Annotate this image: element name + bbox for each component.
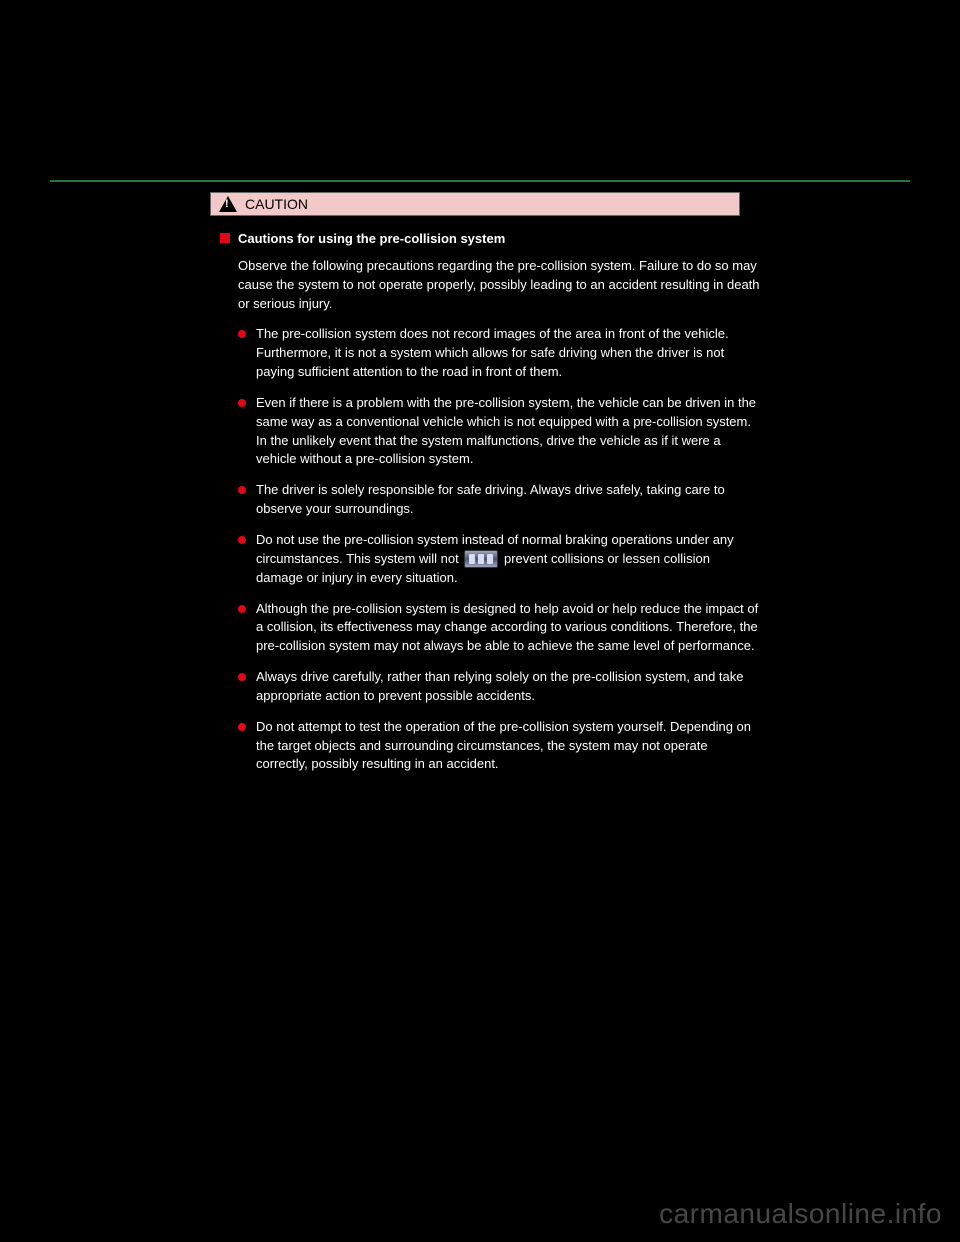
warning-triangle-icon	[219, 196, 237, 212]
divider	[50, 180, 910, 182]
bullet-item: Even if there is a problem with the pre-…	[238, 394, 760, 469]
bullet-item: Do not attempt to test the operation of …	[238, 718, 760, 775]
bullet-list: The pre-collision system does not record…	[220, 325, 760, 774]
body-content: Cautions for using the pre-collision sys…	[220, 230, 760, 774]
bullet-item: The driver is solely responsible for saf…	[238, 481, 760, 519]
bullet-text: Do not use the pre-collision system inst…	[256, 531, 760, 588]
caution-label: CAUTION	[245, 196, 308, 212]
bullet-item: The pre-collision system does not record…	[238, 325, 760, 382]
bullet-item: Always drive carefully, rather than rely…	[238, 668, 760, 706]
red-square-icon	[220, 233, 230, 243]
bullet-text: Although the pre-collision system is des…	[256, 600, 760, 657]
section-title: Cautions for using the pre-collision sys…	[238, 230, 505, 249]
red-bullet-icon	[238, 605, 246, 613]
red-bullet-icon	[238, 723, 246, 731]
bullet-item: Do not use the pre-collision system inst…	[238, 531, 760, 588]
section-heading: Cautions for using the pre-collision sys…	[220, 230, 760, 249]
red-bullet-icon	[238, 399, 246, 407]
bullet-text: The driver is solely responsible for saf…	[256, 481, 760, 519]
page-content: CAUTION Cautions for using the pre-colli…	[50, 180, 910, 786]
red-bullet-icon	[238, 330, 246, 338]
red-bullet-icon	[238, 673, 246, 681]
odometer-icon	[464, 550, 498, 568]
section-intro: Observe the following precautions regard…	[238, 257, 760, 314]
bullet-text: Always drive carefully, rather than rely…	[256, 668, 760, 706]
red-bullet-icon	[238, 486, 246, 494]
watermark: carmanualsonline.info	[659, 1198, 942, 1230]
bullet-text: Do not attempt to test the operation of …	[256, 718, 760, 775]
red-bullet-icon	[238, 536, 246, 544]
bullet-item: Although the pre-collision system is des…	[238, 600, 760, 657]
bullet-text: Even if there is a problem with the pre-…	[256, 394, 760, 469]
bullet-text: The pre-collision system does not record…	[256, 325, 760, 382]
caution-box: CAUTION	[210, 192, 740, 216]
